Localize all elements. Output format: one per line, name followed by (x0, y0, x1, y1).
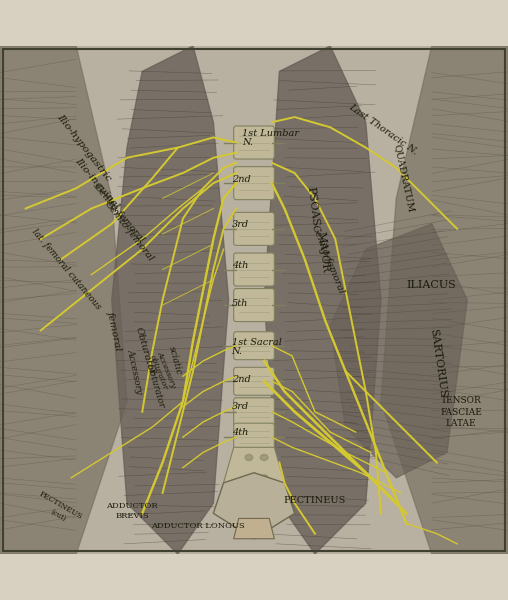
Polygon shape (330, 224, 467, 478)
Text: Ilio-hypogastric: Ilio-hypogastric (55, 112, 113, 183)
Text: N.: N. (242, 138, 253, 147)
Polygon shape (264, 46, 381, 554)
Text: Last Thoracic N.: Last Thoracic N. (347, 103, 420, 157)
Text: BREVIS: BREVIS (115, 512, 149, 520)
Text: LATAE: LATAE (446, 419, 477, 428)
Text: Genito-femoral: Genito-femoral (103, 199, 156, 263)
Ellipse shape (245, 454, 253, 461)
Ellipse shape (245, 515, 253, 521)
Text: Accessory
obturator: Accessory obturator (147, 350, 178, 392)
Text: PECTINEUS: PECTINEUS (284, 496, 346, 505)
Text: 4th: 4th (232, 262, 248, 271)
Text: 2nd: 2nd (232, 375, 250, 384)
Text: FASCIAE: FASCIAE (440, 408, 482, 417)
FancyBboxPatch shape (234, 398, 274, 426)
Text: 4th: 4th (232, 428, 248, 437)
Text: Obturator: Obturator (144, 364, 166, 409)
Ellipse shape (261, 495, 268, 501)
Polygon shape (381, 46, 508, 554)
FancyBboxPatch shape (234, 253, 274, 286)
Ellipse shape (261, 454, 268, 461)
Text: 5th: 5th (232, 299, 248, 308)
Polygon shape (224, 448, 284, 533)
Text: lat. femoral cutaneous: lat. femoral cutaneous (30, 227, 102, 311)
Text: PSOAS: PSOAS (305, 185, 320, 226)
Text: TENSOR: TENSOR (441, 396, 482, 405)
FancyBboxPatch shape (234, 126, 274, 159)
FancyBboxPatch shape (234, 367, 274, 395)
Text: sciatic: sciatic (167, 346, 183, 376)
Text: QUADRATUM: QUADRATUM (392, 143, 416, 213)
Polygon shape (213, 473, 295, 539)
Text: Ilio-inguinal: Ilio-inguinal (73, 156, 120, 211)
Ellipse shape (245, 495, 253, 501)
FancyBboxPatch shape (234, 289, 274, 322)
Text: femoral: femoral (106, 310, 123, 351)
Text: Accessory: Accessory (125, 348, 144, 394)
Text: 1st Lumbar: 1st Lumbar (242, 129, 299, 138)
Polygon shape (112, 46, 229, 554)
Text: ADDUCTOR: ADDUCTOR (106, 502, 158, 510)
Text: Genito-femoral: Genito-femoral (92, 182, 147, 245)
FancyBboxPatch shape (234, 423, 274, 451)
Polygon shape (0, 46, 127, 554)
Text: 1st Sacral: 1st Sacral (232, 338, 281, 347)
Text: N.: N. (232, 347, 243, 356)
Ellipse shape (261, 515, 268, 521)
Text: 2nd: 2nd (232, 175, 250, 184)
Text: (cut): (cut) (49, 508, 68, 524)
Text: 3rd: 3rd (232, 402, 249, 411)
Text: MAJOR: MAJOR (315, 230, 330, 273)
Polygon shape (234, 518, 274, 539)
FancyBboxPatch shape (234, 212, 274, 245)
Text: SARTORIUS: SARTORIUS (428, 328, 448, 399)
Ellipse shape (261, 475, 268, 481)
Ellipse shape (245, 475, 253, 481)
Text: Genito-femoral: Genito-femoral (310, 223, 345, 295)
FancyBboxPatch shape (234, 332, 274, 359)
Text: ADDUCTOR LONGUS: ADDUCTOR LONGUS (151, 522, 245, 530)
Text: ILIACUS: ILIACUS (406, 280, 456, 290)
Text: 3rd: 3rd (232, 220, 249, 229)
Text: PECTINEUS: PECTINEUS (38, 490, 84, 521)
Text: Obturator: Obturator (134, 326, 156, 376)
FancyBboxPatch shape (234, 167, 274, 200)
